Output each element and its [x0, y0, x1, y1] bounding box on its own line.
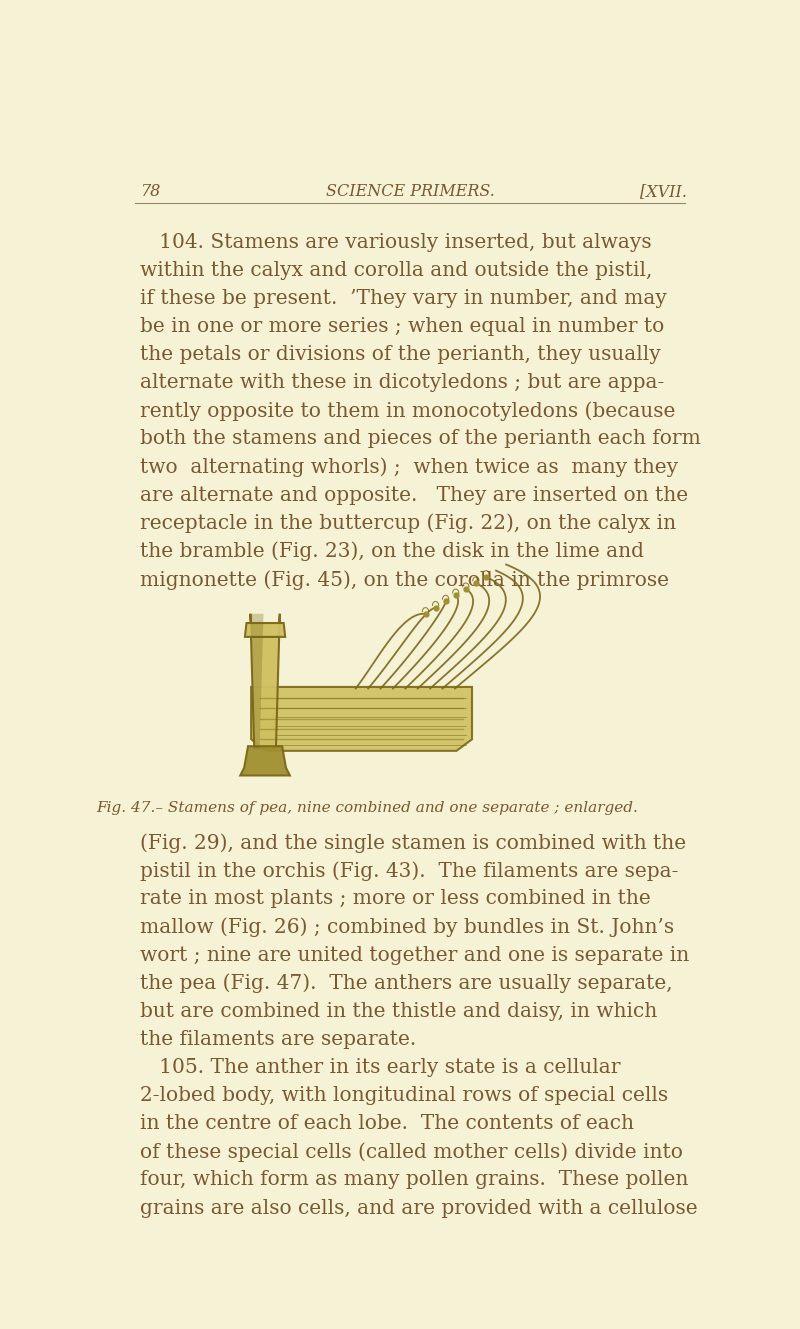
Text: four, which form as many pollen grains.  These pollen: four, which form as many pollen grains. … — [140, 1171, 689, 1189]
Polygon shape — [251, 687, 472, 751]
Text: if these be present.  ’They vary in number, and may: if these be present. ’They vary in numbe… — [140, 288, 667, 308]
Text: are alternate and opposite.   They are inserted on the: are alternate and opposite. They are ins… — [140, 485, 689, 505]
Text: the bramble (Fig. 23), on the disk in the lime and: the bramble (Fig. 23), on the disk in th… — [140, 542, 644, 561]
Polygon shape — [245, 623, 286, 637]
Text: both the stamens and pieces of the perianth each form: both the stamens and pieces of the peria… — [140, 429, 701, 448]
Text: mallow (Fig. 26) ; combined by bundles in St. John’s: mallow (Fig. 26) ; combined by bundles i… — [140, 917, 674, 937]
Text: be in one or more series ; when equal in number to: be in one or more series ; when equal in… — [140, 316, 665, 336]
Text: 2-lobed body, with longitudinal rows of special cells: 2-lobed body, with longitudinal rows of … — [140, 1086, 669, 1106]
Text: mignonette (Fig. 45), on the corolla in the primrose: mignonette (Fig. 45), on the corolla in … — [140, 570, 670, 590]
Text: of these special cells (called mother cells) divide into: of these special cells (called mother ce… — [140, 1143, 683, 1162]
Text: receptacle in the buttercup (Fig. 22), on the calyx in: receptacle in the buttercup (Fig. 22), o… — [140, 514, 677, 533]
Polygon shape — [250, 614, 263, 748]
Text: the pea (Fig. 47).  The anthers are usually separate,: the pea (Fig. 47). The anthers are usual… — [140, 974, 673, 993]
Polygon shape — [250, 614, 280, 748]
Text: the filaments are separate.: the filaments are separate. — [140, 1030, 417, 1049]
Text: Fig. 47.– Stamens of pea, nine combined and one separate ; enlarged.: Fig. 47.– Stamens of pea, nine combined … — [97, 801, 638, 815]
Text: alternate with these in dicotyledons ; but are appa-: alternate with these in dicotyledons ; b… — [140, 373, 665, 392]
Text: in the centre of each lobe.  The contents of each: in the centre of each lobe. The contents… — [140, 1114, 634, 1134]
Text: wort ; nine are united together and one is separate in: wort ; nine are united together and one … — [140, 946, 690, 965]
Text: [XVII.: [XVII. — [641, 183, 687, 201]
Text: 104. Stamens are variously inserted, but always: 104. Stamens are variously inserted, but… — [140, 233, 652, 251]
Text: 105. The anther in its early state is a cellular: 105. The anther in its early state is a … — [140, 1058, 621, 1076]
Text: within the calyx and corolla and outside the pistil,: within the calyx and corolla and outside… — [140, 260, 653, 279]
Polygon shape — [240, 746, 290, 776]
Text: rate in most plants ; more or less combined in the: rate in most plants ; more or less combi… — [140, 889, 651, 909]
Text: (Fig. 29), and the single stamen is combined with the: (Fig. 29), and the single stamen is comb… — [140, 833, 686, 853]
Text: 78: 78 — [140, 183, 161, 201]
Text: the petals or divisions of the perianth, they usually: the petals or divisions of the perianth,… — [140, 346, 661, 364]
Text: grains are also cells, and are provided with a cellulose: grains are also cells, and are provided … — [140, 1199, 698, 1217]
Text: SCIENCE PRIMERS.: SCIENCE PRIMERS. — [326, 183, 494, 201]
Text: but are combined in the thistle and daisy, in which: but are combined in the thistle and dais… — [140, 1002, 658, 1021]
Text: rently opposite to them in monocotyledons (because: rently opposite to them in monocotyledon… — [140, 401, 676, 421]
Text: pistil in the orchis (Fig. 43).  The filaments are sepa-: pistil in the orchis (Fig. 43). The fila… — [140, 861, 678, 881]
Text: two  alternating whorls) ;  when twice as  many they: two alternating whorls) ; when twice as … — [140, 457, 678, 477]
